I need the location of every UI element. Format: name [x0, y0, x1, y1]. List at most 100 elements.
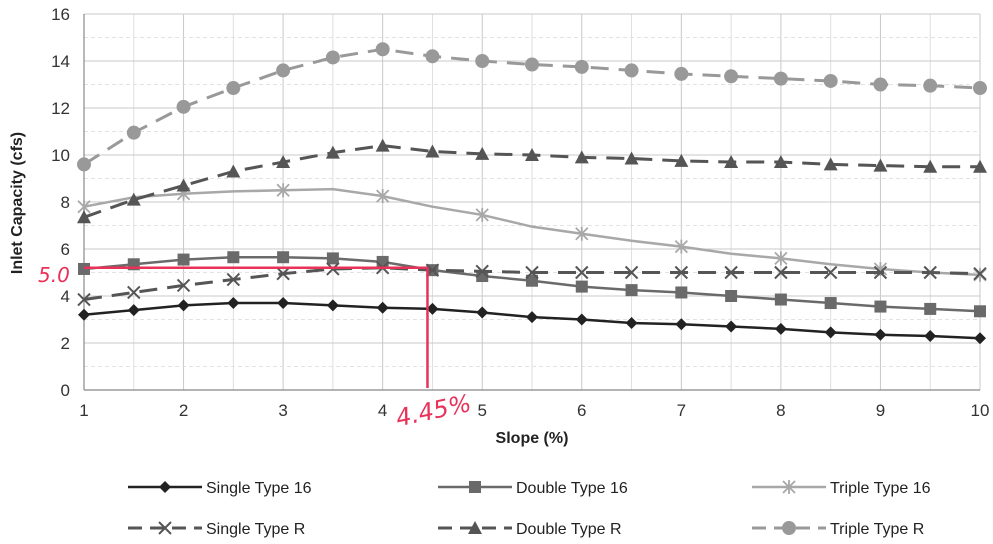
- legend-swatch-marker: [158, 521, 172, 535]
- data-point: [674, 265, 689, 280]
- y-tick-label: 6: [61, 240, 70, 259]
- data-point: [425, 49, 440, 64]
- data-point: [276, 183, 290, 198]
- data-point: [674, 153, 689, 167]
- data-point: [525, 57, 539, 72]
- data-point: [77, 210, 91, 224]
- data-point: [824, 297, 837, 310]
- data-point: [575, 280, 588, 293]
- data-point: [226, 272, 241, 287]
- data-point: [425, 144, 440, 158]
- data-point: [774, 251, 788, 266]
- data-point: [276, 63, 291, 78]
- annotation-label-value: 5.0: [38, 263, 70, 287]
- x-tick-label: 7: [677, 401, 686, 420]
- legend-item: Single Type R: [128, 521, 305, 538]
- data-point: [773, 155, 788, 169]
- series-5: [77, 138, 987, 224]
- data-point: [724, 155, 739, 169]
- series-2: [78, 251, 986, 318]
- data-point: [475, 207, 489, 222]
- data-point: [526, 274, 538, 287]
- data-point: [526, 311, 538, 324]
- y-tick-label: 2: [61, 334, 70, 353]
- data-point: [475, 54, 490, 68]
- data-point: [675, 286, 688, 299]
- legend-label: Single Type R: [206, 521, 305, 538]
- data-point: [325, 50, 340, 65]
- x-tick-label: 8: [776, 401, 785, 420]
- data-point: [874, 328, 887, 341]
- data-point: [375, 42, 390, 57]
- data-point: [126, 125, 141, 140]
- data-point: [525, 148, 539, 161]
- data-point: [624, 151, 639, 165]
- data-point: [823, 157, 838, 171]
- data-point: [376, 189, 390, 204]
- data-point: [823, 73, 838, 88]
- y-tick-label: 16: [51, 5, 70, 24]
- x-tick-label: 5: [477, 401, 486, 420]
- data-point: [177, 253, 190, 266]
- data-point: [973, 159, 987, 173]
- data-point: [724, 69, 739, 84]
- data-point: [326, 252, 339, 265]
- legend-item: Triple Type 16: [752, 480, 931, 497]
- legend: Single Type 16 Double Type 16 Triple Type …: [128, 480, 931, 538]
- data-point: [227, 251, 240, 264]
- annotations-layer: 5.04.45%: [38, 263, 474, 433]
- data-point: [923, 265, 937, 280]
- data-point: [873, 265, 888, 280]
- data-point: [127, 304, 140, 317]
- data-point: [873, 158, 888, 172]
- data-point: [574, 59, 589, 74]
- legend-label: Double Type R: [516, 521, 622, 538]
- data-point: [973, 266, 987, 281]
- data-point: [624, 265, 639, 280]
- legend-item: Single Type 16: [128, 480, 312, 497]
- data-point: [674, 66, 689, 81]
- data-point: [277, 297, 290, 310]
- x-tick-label: 3: [278, 401, 287, 420]
- data-point: [376, 255, 389, 268]
- x-tick-label: 4: [378, 401, 387, 420]
- data-point: [974, 332, 986, 345]
- legend-swatch-marker: [782, 480, 796, 494]
- data-point: [923, 78, 938, 93]
- data-point: [277, 251, 290, 264]
- y-tick-label: 4: [61, 287, 70, 306]
- data-point: [824, 326, 837, 339]
- data-point: [375, 138, 390, 152]
- data-point: [725, 320, 738, 333]
- data-point: [77, 157, 91, 172]
- legend-label: Double Type 16: [516, 480, 628, 497]
- data-point: [176, 278, 191, 293]
- data-point: [176, 178, 191, 192]
- data-point: [575, 265, 589, 280]
- data-point: [127, 258, 140, 271]
- data-point: [924, 302, 937, 315]
- data-point: [77, 292, 91, 307]
- data-point: [276, 155, 291, 169]
- data-point: [176, 99, 191, 114]
- x-tick-label: 10: [971, 401, 990, 420]
- legend-label: Single Type 16: [206, 480, 312, 497]
- data-point: [426, 302, 439, 315]
- y-tick-label: 0: [61, 381, 70, 400]
- series-layer: [77, 42, 987, 345]
- data-point: [924, 329, 937, 342]
- data-point: [78, 308, 90, 321]
- data-point: [326, 299, 339, 312]
- data-point: [177, 299, 190, 312]
- x-tick-label: 2: [179, 401, 188, 420]
- x-axis-title: Slope (%): [496, 430, 569, 447]
- data-point: [227, 297, 240, 310]
- data-point: [376, 301, 389, 314]
- series-1: [78, 297, 986, 345]
- data-point: [923, 159, 938, 173]
- data-point: [624, 63, 639, 78]
- x-tick-label: 9: [876, 401, 885, 420]
- data-point: [774, 293, 787, 306]
- data-point: [774, 265, 788, 280]
- y-axis-title: Inlet Capacity (cfs): [9, 132, 26, 274]
